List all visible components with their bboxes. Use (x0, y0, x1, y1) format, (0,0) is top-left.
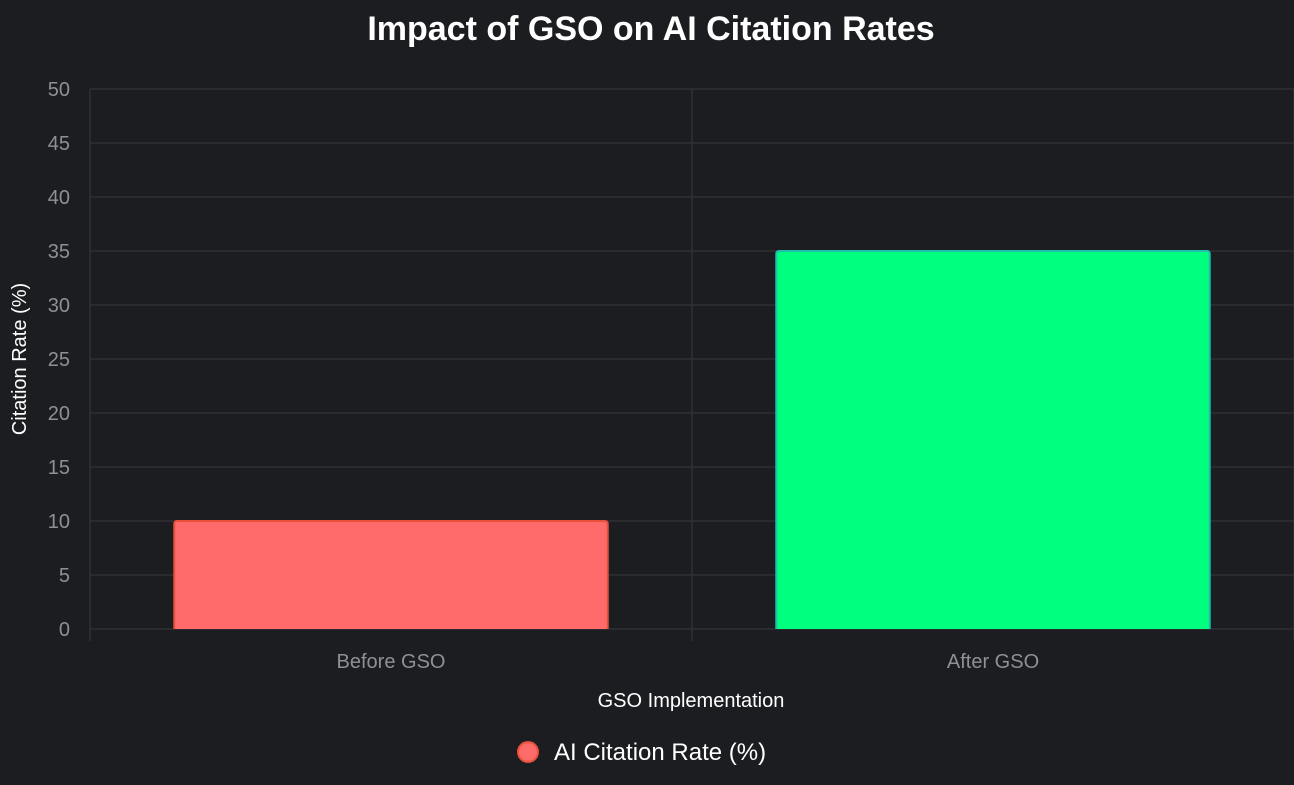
y-tick-label: 5 (59, 565, 70, 587)
y-tick-label: 45 (48, 133, 70, 155)
y-tick-label: 40 (48, 187, 70, 209)
bar-before-gso[interactable] (173, 520, 609, 629)
y-tick-label: 15 (48, 457, 70, 479)
legend-label: AI Citation Rate (%) (554, 739, 766, 766)
y-tick-label: 10 (48, 511, 70, 533)
y-tick-label: 50 (48, 79, 70, 101)
x-axis-ticks: Before GSO After GSO (337, 651, 1040, 673)
x-tick-label: Before GSO (337, 651, 446, 673)
x-axis-title: GSO Implementation (598, 690, 785, 712)
chart-title: Impact of GSO on AI Citation Rates (367, 10, 934, 48)
y-axis-title: Citation Rate (%) (9, 283, 31, 435)
bars (173, 250, 1211, 629)
bar-after-gso[interactable] (775, 250, 1211, 629)
y-axis-ticks: 0 5 10 15 20 25 30 35 40 45 50 (48, 79, 70, 641)
y-tick-label: 25 (48, 349, 70, 371)
y-tick-label: 30 (48, 295, 70, 317)
y-tick-label: 0 (59, 619, 70, 641)
legend-marker-icon (517, 741, 539, 763)
y-tick-label: 20 (48, 403, 70, 425)
x-tick-label: After GSO (947, 651, 1039, 673)
y-tick-label: 35 (48, 241, 70, 263)
legend[interactable]: AI Citation Rate (%) (517, 739, 766, 766)
